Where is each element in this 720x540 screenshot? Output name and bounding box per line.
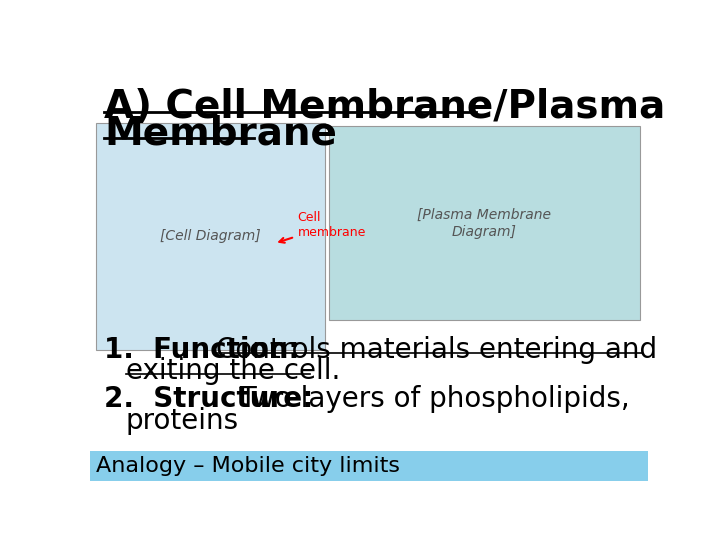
Text: A) Cell Membrane/Plasma: A) Cell Membrane/Plasma xyxy=(104,88,665,126)
FancyBboxPatch shape xyxy=(90,451,648,481)
Text: [Plasma Membrane
Diagram]: [Plasma Membrane Diagram] xyxy=(418,208,552,239)
Text: [Cell Diagram]: [Cell Diagram] xyxy=(160,229,261,243)
Text: Analogy – Mobile city limits: Analogy – Mobile city limits xyxy=(96,456,400,476)
Text: Membrane: Membrane xyxy=(104,114,337,152)
Text: exiting the cell.: exiting the cell. xyxy=(126,357,340,386)
FancyBboxPatch shape xyxy=(96,123,325,350)
Text: Two layers of phospholipids,: Two layers of phospholipids, xyxy=(231,385,630,413)
Text: Cell
membrane: Cell membrane xyxy=(279,211,366,242)
Text: 2.  Structure:: 2. Structure: xyxy=(104,385,323,413)
Text: 1.  Function:: 1. Function: xyxy=(104,336,309,364)
Text: Controls materials entering and: Controls materials entering and xyxy=(216,336,657,364)
FancyBboxPatch shape xyxy=(329,126,640,320)
Text: proteins: proteins xyxy=(126,407,239,435)
